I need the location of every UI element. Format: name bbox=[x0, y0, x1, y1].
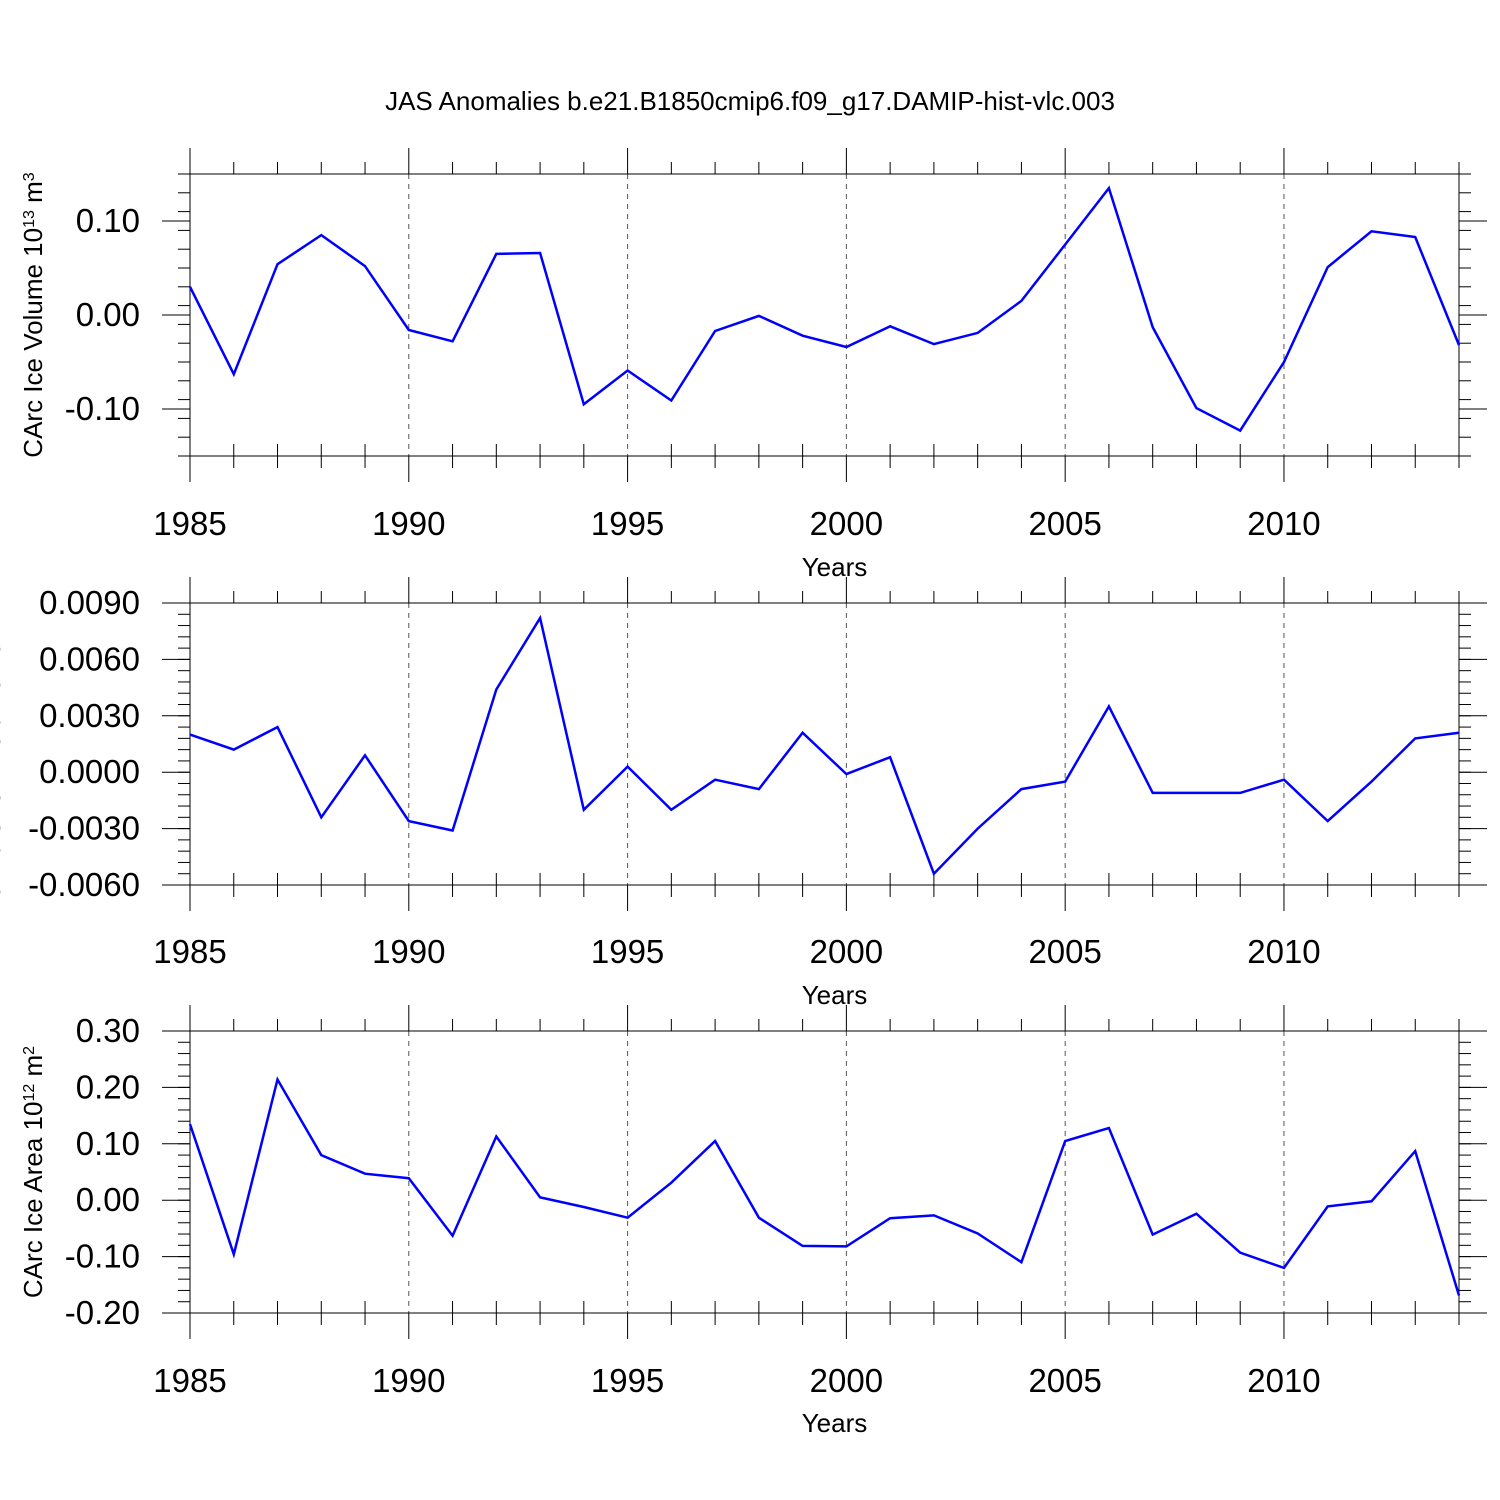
x-tick-label: 2000 bbox=[810, 1362, 883, 1399]
panel-ice-area: 1985 1990 1995 2000 2005 2010 -0.20 -0.10 0.00 0.… bbox=[18, 1005, 1487, 1438]
x-tick-label: 1990 bbox=[372, 505, 445, 542]
plot-frame bbox=[189, 1030, 1460, 1314]
y-tick-label: 0.0060 bbox=[39, 640, 140, 677]
x-tick-label: 1995 bbox=[591, 1362, 664, 1399]
x-tick-label: 2005 bbox=[1028, 505, 1101, 542]
x-tick-label: 1995 bbox=[591, 933, 664, 970]
y-tick-label: 0.20 bbox=[76, 1068, 140, 1105]
y-tick-label: 0.0000 bbox=[39, 753, 140, 790]
y-axis-title-text: CArc Snow Volume 10 bbox=[0, 642, 6, 902]
y-tick-label: 0.10 bbox=[76, 202, 140, 239]
x-tick-label: 2010 bbox=[1247, 505, 1320, 542]
x-tick-label: 2005 bbox=[1028, 933, 1101, 970]
y-tick-label: 0.00 bbox=[76, 296, 140, 333]
y-axis-title-exponent: 12 bbox=[21, 1084, 38, 1102]
x-tick-label: 1990 bbox=[372, 933, 445, 970]
y-tick-label: -0.0060 bbox=[28, 866, 140, 903]
y-tick-label: -0.10 bbox=[65, 390, 140, 427]
y-tick-label: 0.0090 bbox=[39, 584, 140, 621]
x-axis-title: Years bbox=[802, 1408, 868, 1438]
x-tick-label: 1995 bbox=[591, 505, 664, 542]
y-tick-label: -0.10 bbox=[65, 1238, 140, 1275]
plot-frame bbox=[189, 602, 1460, 886]
y-axis-title-text: CArc Ice Area 10 bbox=[18, 1102, 48, 1299]
data-line-carc-snow-volume bbox=[189, 614, 1460, 876]
x-tick-label: 2010 bbox=[1247, 933, 1320, 970]
y-axis-title-exponent: 13 bbox=[21, 210, 38, 228]
x-axis-title: Years bbox=[802, 552, 868, 582]
y-tick-label: 0.00 bbox=[76, 1181, 140, 1218]
y-axis-title-unit-exponent: 3 bbox=[21, 172, 38, 181]
x-tick-label: 1985 bbox=[153, 505, 226, 542]
x-tick-label: 1985 bbox=[153, 1362, 226, 1399]
y-axis-title-unit: m bbox=[0, 595, 6, 624]
data-line-carc-ice-volume bbox=[188, 185, 1461, 433]
x-tick-label: 2000 bbox=[810, 505, 883, 542]
x-tick-label: 1985 bbox=[153, 933, 226, 970]
y-axis-title-unit: m bbox=[18, 181, 48, 210]
x-tick-label: 1990 bbox=[372, 1362, 445, 1399]
y-tick-label: 0.0030 bbox=[39, 697, 140, 734]
y-tick-label: 0.30 bbox=[76, 1012, 140, 1049]
panel-ice-volume: 1985 1990 1995 2000 2005 2010 -0.10 0.00 0.10 Yea… bbox=[18, 148, 1487, 582]
y-axis-title: CArc Ice Area 1012 m2 bbox=[18, 1046, 48, 1298]
y-axis-title-unit-exponent: 2 bbox=[21, 1046, 38, 1055]
plot-frame bbox=[189, 173, 1460, 457]
y-axis-title: CArc Snow Volume 1013 m3 bbox=[0, 586, 6, 902]
x-tick-label: 2000 bbox=[810, 933, 883, 970]
y-tick-label: 0.10 bbox=[76, 1125, 140, 1162]
data-line-carc-ice-area bbox=[188, 1076, 1461, 1296]
x-axis-title: Years bbox=[802, 980, 868, 1010]
x-tick-label: 2005 bbox=[1028, 1362, 1101, 1399]
y-tick-label: -0.0030 bbox=[28, 810, 140, 847]
panel-snow-volume: 1985 1990 1995 2000 2005 2010 -0.0060 -0.0030 0.… bbox=[0, 577, 1487, 1010]
y-axis-title-text: CArc Ice Volume 10 bbox=[18, 228, 48, 458]
y-axis-title: CArc Ice Volume 1013 m3 bbox=[18, 172, 48, 457]
figure-title: JAS Anomalies b.e21.B1850cmip6.f09_g17.D… bbox=[385, 86, 1115, 116]
x-tick-label: 2010 bbox=[1247, 1362, 1320, 1399]
y-tick-label: -0.20 bbox=[65, 1294, 140, 1331]
y-axis-title-unit: m bbox=[18, 1055, 48, 1084]
